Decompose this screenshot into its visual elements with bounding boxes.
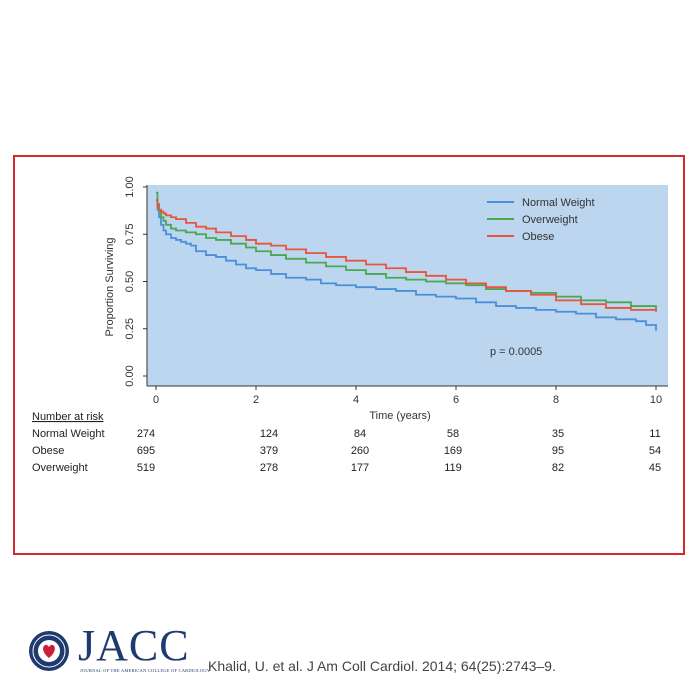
risk-table-title: Number at risk [32, 411, 104, 423]
risk-cell: 119 [444, 462, 462, 474]
x-axis-label: Time (years) [369, 410, 430, 422]
y-tick-label: 0.50 [124, 271, 136, 292]
series-line-normal-weight [156, 199, 657, 331]
legend-label-normal-weight: Normal Weight [522, 197, 595, 209]
y-tick-label: 0.25 [124, 318, 136, 339]
jacc-logo: JACC [78, 621, 190, 670]
risk-cell: 169 [444, 445, 462, 457]
x-tick-label: 0 [153, 394, 159, 406]
y-tick-label: 1.00 [124, 176, 136, 197]
x-tick-label: 10 [650, 394, 662, 406]
legend-label-overweight: Overweight [522, 214, 578, 226]
jacc-logo-subtitle: JOURNAL OF THE AMERICAN COLLEGE OF CARDI… [80, 668, 211, 673]
risk-row-label: Overweight [32, 462, 88, 474]
risk-cell: 278 [260, 462, 278, 474]
y-axis-label: Proportion Surviving [104, 237, 116, 336]
plot-layer: 0.00 0.25 0.50 0.75 1.00 0 2 4 6 8 10 Normal Weight… [124, 176, 668, 406]
legend-label-obese: Obese [522, 231, 554, 243]
survival-chart: 0.00 0.25 0.50 0.75 1.00 0 2 4 6 8 10 Normal Weight… [32, 176, 668, 474]
acc-seal-icon [29, 631, 69, 671]
risk-cell: 54 [649, 445, 661, 457]
series-line-obese [156, 199, 657, 312]
risk-row-label: Obese [32, 445, 64, 457]
risk-cell: 260 [351, 445, 369, 457]
p-value-annotation: p = 0.0005 [490, 346, 542, 358]
risk-cell: 379 [260, 445, 278, 457]
risk-cell: 695 [137, 445, 155, 457]
risk-cell: 84 [354, 428, 366, 440]
risk-cell: 45 [649, 462, 661, 474]
risk-cell: 82 [552, 462, 564, 474]
x-tick-label: 8 [553, 394, 559, 406]
x-tick-label: 2 [253, 394, 259, 406]
y-tick-label: 0.00 [124, 365, 136, 386]
y-tick-label: 0.75 [124, 224, 136, 245]
risk-cell: 95 [552, 445, 564, 457]
plot-background [147, 185, 668, 386]
risk-cell: 177 [351, 462, 369, 474]
risk-row-label: Normal Weight [32, 428, 105, 440]
risk-cell: 35 [552, 428, 564, 440]
risk-cell: 11 [649, 428, 660, 440]
citation: Khalid, U. et al. J Am Coll Cardiol. 201… [208, 658, 556, 674]
figure-frame [13, 155, 685, 555]
risk-cell: 519 [137, 462, 155, 474]
risk-cell: 274 [137, 428, 155, 440]
risk-cell: 58 [447, 428, 459, 440]
risk-table: Normal Weight 274 124 84 58 35 11 Obese 695 379 26… [32, 428, 661, 474]
risk-cell: 124 [260, 428, 278, 440]
x-tick-label: 4 [353, 394, 359, 406]
x-tick-label: 6 [453, 394, 459, 406]
footer: JACC JOURNAL OF THE AMERICAN COLLEGE OF … [28, 622, 688, 674]
